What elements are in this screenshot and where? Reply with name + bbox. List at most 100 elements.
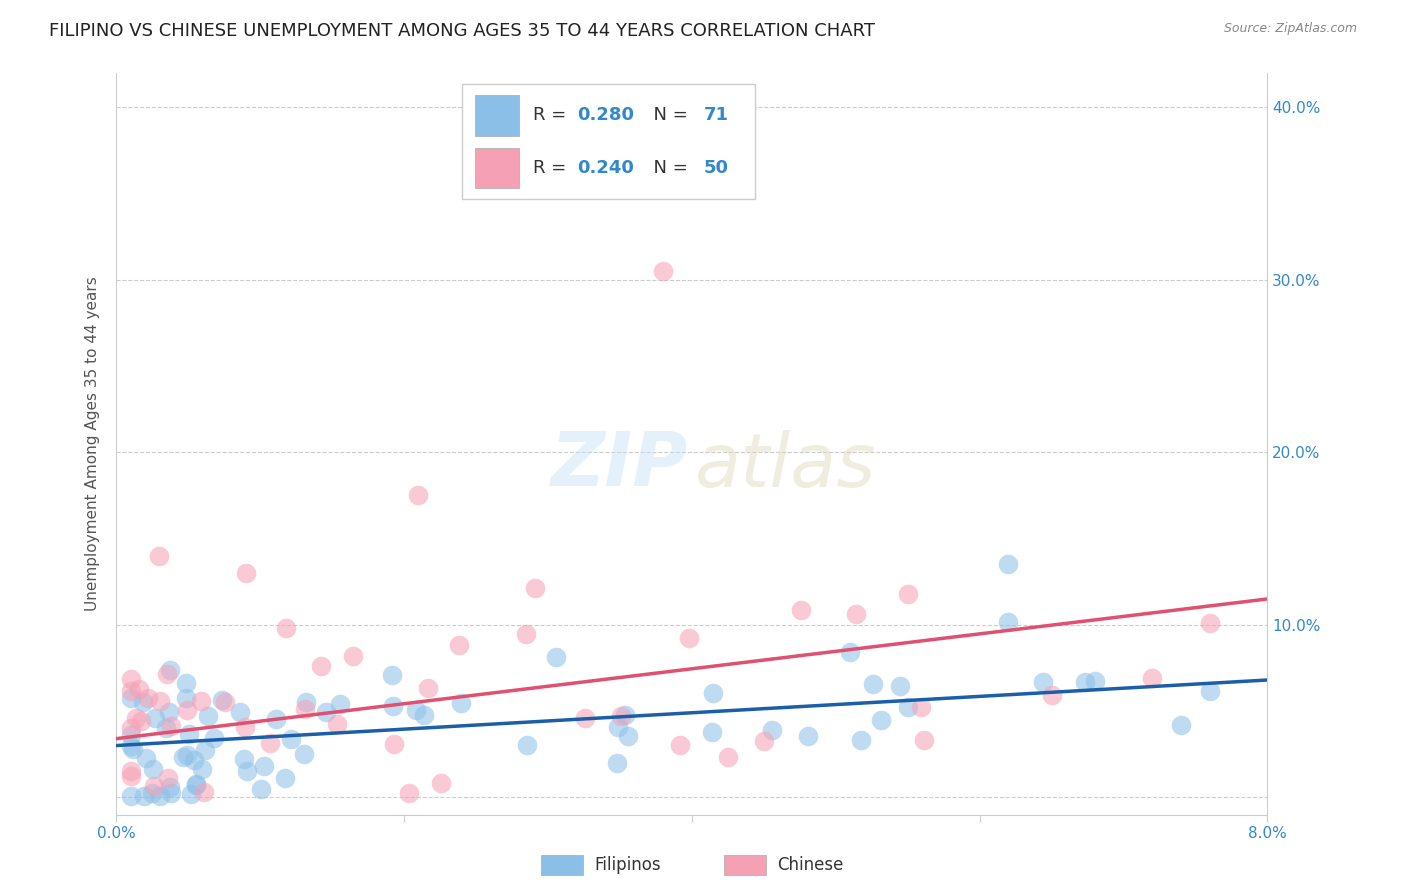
Point [148, 549, 170, 563]
Point [259, 736, 281, 750]
Point [142, 779, 165, 793]
Text: R =: R = [533, 106, 572, 124]
Point [912, 732, 935, 747]
Point [838, 645, 860, 659]
Point [121, 742, 143, 756]
Point [235, 566, 257, 580]
Point [145, 711, 167, 725]
Point [544, 650, 567, 665]
Point [678, 632, 700, 646]
Point [159, 780, 181, 795]
Text: 0.240: 0.240 [576, 159, 634, 177]
Point [1198, 684, 1220, 698]
Point [382, 737, 405, 751]
Text: atlas: atlas [695, 430, 876, 502]
Point [381, 668, 404, 682]
Point [1032, 675, 1054, 690]
Point [450, 696, 472, 710]
Point [669, 739, 692, 753]
Point [228, 705, 250, 719]
Point [889, 680, 911, 694]
Point [294, 701, 316, 715]
Point [897, 586, 920, 600]
Point [157, 706, 180, 720]
Point [183, 753, 205, 767]
Point [155, 721, 177, 735]
Point [211, 693, 233, 707]
Point [197, 709, 219, 723]
Point [292, 747, 315, 762]
Point [910, 700, 932, 714]
Point [997, 558, 1019, 572]
Text: 50: 50 [703, 159, 728, 177]
Point [160, 786, 183, 800]
Point [295, 695, 318, 709]
Point [381, 698, 404, 713]
Point [149, 694, 172, 708]
Text: N =: N = [643, 106, 693, 124]
Point [176, 703, 198, 717]
Point [142, 762, 165, 776]
Point [177, 727, 200, 741]
Point [184, 778, 207, 792]
Point [214, 696, 236, 710]
Text: 71: 71 [703, 106, 728, 124]
Text: FILIPINO VS CHINESE UNEMPLOYMENT AMONG AGES 35 TO 44 YEARS CORRELATION CHART: FILIPINO VS CHINESE UNEMPLOYMENT AMONG A… [49, 22, 875, 40]
Point [236, 764, 259, 778]
Point [1040, 688, 1063, 702]
Text: Source: ZipAtlas.com: Source: ZipAtlas.com [1223, 22, 1357, 36]
Point [408, 488, 430, 502]
Point [135, 751, 157, 765]
Point [516, 739, 538, 753]
Point [897, 700, 920, 714]
Point [160, 719, 183, 733]
Point [174, 676, 197, 690]
Text: Chinese: Chinese [778, 856, 844, 874]
Point [120, 764, 142, 778]
Point [515, 627, 537, 641]
FancyBboxPatch shape [475, 95, 519, 136]
FancyBboxPatch shape [461, 84, 755, 199]
Point [1084, 673, 1107, 688]
Point [253, 759, 276, 773]
Point [176, 747, 198, 762]
Text: ZIP: ZIP [551, 429, 689, 502]
Point [141, 786, 163, 800]
Point [447, 638, 470, 652]
Point [702, 686, 724, 700]
Point [120, 691, 142, 706]
Point [315, 705, 337, 719]
Point [202, 731, 225, 745]
Point [172, 749, 194, 764]
Point [1074, 675, 1097, 690]
Point [326, 717, 349, 731]
Point [131, 695, 153, 709]
Point [120, 672, 142, 686]
Point [125, 710, 148, 724]
Point [416, 681, 439, 695]
Point [610, 709, 633, 723]
Point [398, 786, 420, 800]
Point [797, 729, 820, 743]
Point [342, 649, 364, 664]
Point [845, 607, 868, 621]
Point [120, 683, 142, 698]
Point [120, 789, 142, 803]
FancyBboxPatch shape [475, 147, 519, 188]
Point [136, 691, 159, 706]
Point [128, 682, 150, 697]
Point [862, 677, 884, 691]
Point [120, 739, 142, 754]
Point [405, 703, 427, 717]
Point [413, 707, 436, 722]
Point [761, 723, 783, 737]
Point [574, 711, 596, 725]
Point [280, 732, 302, 747]
Text: Filipinos: Filipinos [595, 856, 661, 874]
Point [180, 787, 202, 801]
Point [790, 603, 813, 617]
Point [430, 775, 453, 789]
Point [156, 771, 179, 785]
Point [524, 581, 547, 595]
Point [1142, 671, 1164, 685]
